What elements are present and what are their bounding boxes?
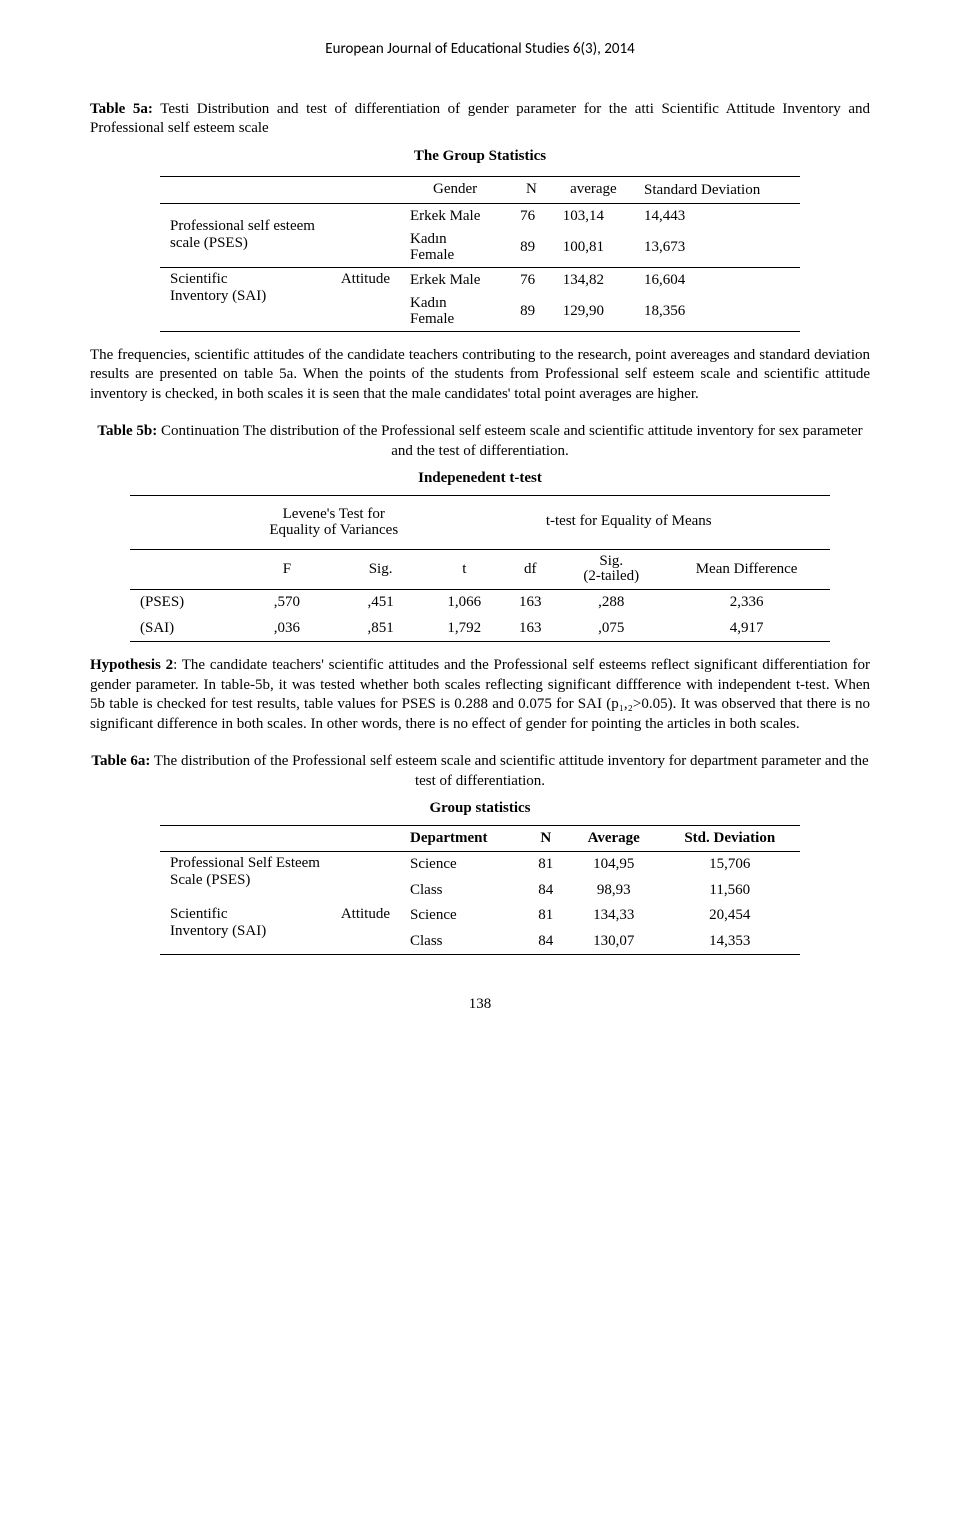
row-pses-label-a: Professional Self Esteem [170,855,320,871]
cell: 163 [501,616,559,642]
col-avg: average [553,177,634,204]
table-6a-title: Group statistics [90,799,870,819]
hypothesis-2-lead: Hypothesis 2 [90,657,173,673]
cell-n: 89 [510,293,553,331]
page-number: 138 [90,995,870,1015]
cell: 163 [501,590,559,616]
cell: ,570 [240,590,334,616]
hypothesis-2: Hypothesis 2: The candidate teachers' sc… [90,656,870,734]
col-md: Mean Difference [663,549,830,590]
cell-avg: 103,14 [553,203,634,229]
cell-n: 76 [510,203,553,229]
table-5b-caption: Table 5b: Continuation The distribution … [90,422,870,461]
hypothesis-2-body: : The candidate teachers' scientific att… [90,657,870,732]
cell: ,075 [559,616,663,642]
ttest-label: t-test for Equality of Means [427,495,830,549]
cell-n: 81 [524,903,568,929]
cell-sd: 11,560 [659,878,800,904]
cell-avg: 98,93 [568,878,660,904]
cell-gender-f2: Female [410,311,454,327]
col-sd: Std. Deviation [659,825,800,852]
cell-avg: 104,95 [568,852,660,878]
cell-avg: 134,82 [553,267,634,293]
col-sig2b: (2-tailed) [583,568,639,584]
row-pses-label-b: scale (PSES) [170,235,248,251]
cell: ,851 [334,616,428,642]
col-t: t [427,549,501,590]
running-head: European Journal of Educational Studies … [90,40,870,60]
cell-gender-f1: Kadın [410,295,447,311]
cell-sd: 15,706 [659,852,800,878]
table-5b: Levene's Test for Equality of Variances … [130,495,830,643]
cell-sd: 13,673 [634,229,800,267]
cell-n: 84 [524,878,568,904]
cell-avg: 134,33 [568,903,660,929]
table-5a-caption: Table 5a: Testi Distribution and test of… [90,100,870,139]
cell-sd: 18,356 [634,293,800,331]
table-6a-caption: Table 6a: The distribution of the Profes… [90,752,870,791]
table-6a-caption-body: The distribution of the Professional sel… [150,753,868,789]
cell-gender: Erkek Male [400,203,510,229]
col-n: N [510,177,553,204]
table-6a-caption-lead: Table 6a: [91,753,150,769]
cell: ,036 [240,616,334,642]
cell-dep: Class [400,929,524,955]
table-5b-caption-body: Continuation The distribution of the Pro… [157,423,862,459]
cell-gender: Erkek Male [400,267,510,293]
cell: ,288 [559,590,663,616]
cell-gender-f2: Female [410,247,454,263]
col-dep: Department [400,825,524,852]
table-6a: Department N Average Std. Deviation Prof… [160,825,800,956]
row-sai-label-a: Scientific [170,271,227,287]
col-sig2a: Sig. [599,553,623,569]
col-f: F [240,549,334,590]
cell-n: 76 [510,267,553,293]
col-gender: Gender [400,177,510,204]
table-5a-caption-lead: Table 5a: [90,101,153,117]
cell: 1,792 [427,616,501,642]
cell-dep: Science [400,903,524,929]
cell: ,451 [334,590,428,616]
cell-n: 84 [524,929,568,955]
table-5b-caption-lead: Table 5b: [97,423,157,439]
row-pses-label-b: Scale (PSES) [170,872,250,888]
table-5b-title: Indepenedent t-test [90,469,870,489]
cell-sd: 20,454 [659,903,800,929]
paragraph-1: The frequencies, scientific attitudes of… [90,346,870,405]
cell-sd: 14,443 [634,203,800,229]
cell-sd: 14,353 [659,929,800,955]
row-sai: (SAI) [130,616,240,642]
cell-gender-f1: Kadın [410,231,447,247]
cell: 1,066 [427,590,501,616]
cell-dep: Class [400,878,524,904]
col-n: N [524,825,568,852]
levene-label-a: Levene's Test for [283,506,385,522]
row-pses: (PSES) [130,590,240,616]
col-avg: Average [568,825,660,852]
cell-avg: 130,07 [568,929,660,955]
row-sai-label-att: Attitude [341,271,390,288]
cell-n: 81 [524,852,568,878]
row-sai-label-b: Inventory (SAI) [170,923,266,939]
cell-sd: 16,604 [634,267,800,293]
cell: 4,917 [663,616,830,642]
row-sai-label-att: Attitude [341,906,390,923]
cell-n: 89 [510,229,553,267]
col-sig: Sig. [334,549,428,590]
row-sai-label-a: Scientific [170,906,227,922]
cell: 2,336 [663,590,830,616]
row-sai-label-b: Inventory (SAI) [170,288,266,304]
table-5a-stats-title: The Group Statistics [90,147,870,167]
col-sd: Standard Deviation [634,177,800,204]
table-5a: Gender N average Standard Deviation Prof… [160,176,800,332]
cell-avg: 100,81 [553,229,634,267]
row-pses-label-a: Professional self esteem [170,218,315,234]
cell-dep: Science [400,852,524,878]
cell-avg: 129,90 [553,293,634,331]
levene-label-b: Equality of Variances [269,522,398,538]
table-5a-caption-body: Testi Distribution and test of different… [90,101,870,137]
col-df: df [501,549,559,590]
